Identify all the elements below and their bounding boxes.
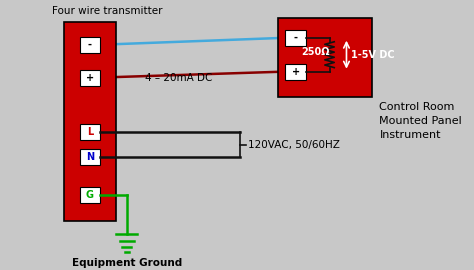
Text: 4 – 20mA DC: 4 – 20mA DC <box>145 73 212 83</box>
Text: -: - <box>88 40 92 50</box>
Text: 1-5V DC: 1-5V DC <box>351 50 395 60</box>
Bar <box>278 18 372 97</box>
Text: Mounted Panel: Mounted Panel <box>379 116 462 126</box>
Text: +: + <box>86 73 94 83</box>
Text: -: - <box>293 33 298 43</box>
Bar <box>285 30 306 46</box>
Text: Four wire transmitter: Four wire transmitter <box>52 6 162 16</box>
Text: Instrument: Instrument <box>379 130 441 140</box>
Text: 120VAC, 50/60HZ: 120VAC, 50/60HZ <box>247 140 339 150</box>
Bar <box>64 22 116 221</box>
Text: L: L <box>87 127 93 137</box>
Bar <box>285 64 306 80</box>
Bar <box>80 70 100 86</box>
Text: 250Ω: 250Ω <box>301 47 330 57</box>
Bar <box>80 149 100 165</box>
Bar <box>80 187 100 203</box>
Bar <box>80 37 100 53</box>
Text: N: N <box>86 152 94 162</box>
Text: Equipment Ground: Equipment Ground <box>72 258 182 268</box>
Text: G: G <box>86 190 94 200</box>
Text: +: + <box>292 67 300 77</box>
Bar <box>80 124 100 140</box>
Text: Control Room: Control Room <box>379 102 455 112</box>
